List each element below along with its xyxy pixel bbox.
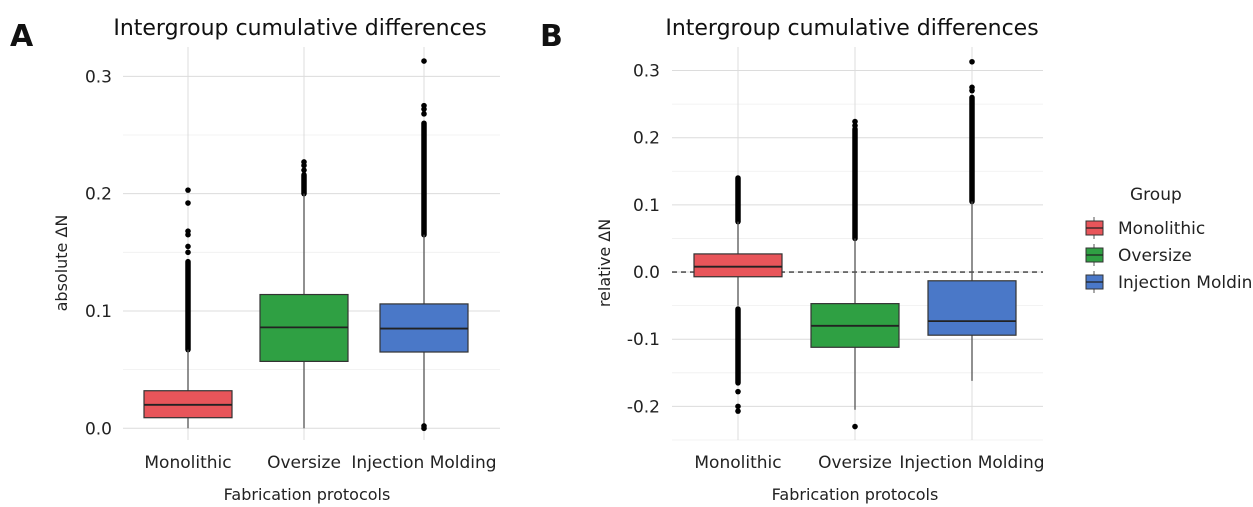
panel-a: A Intergroup cumulative differences 0.00… (10, 16, 500, 504)
panel-a-monolithic-outlier-point (185, 243, 191, 250)
panel-b-x-tick-label: Injection Molding (899, 453, 1044, 473)
panel-a-injection-molding-outlier-point (421, 111, 427, 117)
panel-b-injection-molding-outlier-point (969, 58, 975, 65)
panel-b-y-tick-label: 0.2 (633, 129, 660, 149)
panel-b-injection-molding-outlier-point (969, 84, 975, 91)
panel-a-y-tick-label: 0.2 (85, 185, 112, 205)
panel-a-monolithic-outlier-point (185, 249, 191, 256)
panel-b-box-oversize (810, 118, 900, 430)
panel-b-monolithic-box-body (693, 253, 783, 278)
panel-a-y-ticks: 0.0 0.1 0.2 0.3 (85, 67, 112, 439)
panel-b-x-tick-label: Monolithic (694, 453, 781, 473)
panel-b-y-ticks: -0.2 -0.1 0.0 0.1 0.2 0.3 (627, 62, 660, 418)
panel-b-y-axis-title: relative ΔN (595, 219, 614, 307)
panel-a-letter: A (10, 19, 34, 54)
panel-a-title: Intergroup cumulative differences (113, 16, 486, 41)
panel-a-monolithic-outlier-point (185, 228, 191, 234)
panel-b: B Intergroup cumulative differences -0.2… (540, 16, 1045, 504)
panel-a-y-axis-title: absolute ΔN (52, 215, 71, 312)
legend-item-monolithic: Monolithic (1085, 217, 1205, 239)
panel-a-x-ticks: Monolithic Oversize Injection Molding (144, 453, 496, 473)
panel-a-injection-molding-outlier-point (421, 423, 427, 429)
panel-b-oversize-outlier-point (852, 118, 858, 125)
panel-b-y-tick-label: -0.1 (627, 330, 660, 350)
panel-b-x-ticks: Monolithic Oversize Injection Molding (694, 453, 1044, 473)
panel-b-oversize-outlier-point (852, 423, 858, 430)
panel-b-y-tick-label: 0.1 (633, 196, 660, 216)
legend-items: Monolithic Oversize Injection Molding (1085, 217, 1253, 293)
legend: Group Monolithic Oversize Injection Moldin… (1085, 185, 1253, 293)
panel-a-monolithic-outlier-point (185, 200, 191, 206)
panel-a-monolithic-outlier-point (185, 187, 191, 193)
panel-a-x-tick-label: Monolithic (144, 453, 231, 473)
panel-b-title: Intergroup cumulative differences (665, 16, 1038, 41)
panel-b-monolithic-outlier-point (735, 403, 741, 410)
panel-b-injection-molding-box-body (927, 280, 1017, 336)
panel-b-grid (672, 47, 1043, 441)
panel-b-y-tick-label: 0.0 (633, 263, 660, 283)
legend-label: Injection Molding (1118, 273, 1253, 293)
panel-a-oversize-outlier-point (301, 159, 307, 165)
panel-a-injection-molding-outlier-point (421, 58, 427, 64)
panel-a-x-tick-label: Injection Molding (351, 453, 496, 473)
panel-b-x-tick-label: Oversize (818, 453, 892, 473)
panel-a-x-axis-title: Fabrication protocols (224, 485, 391, 504)
panel-a-box-oversize (259, 159, 349, 429)
panel-a-oversize-outlier-point (301, 167, 307, 173)
panel-b-x-axis-title: Fabrication protocols (772, 485, 939, 504)
panel-b-oversize-outlier-point (852, 122, 858, 129)
panel-a-x-tick-label: Oversize (267, 453, 341, 473)
panel-a-y-tick-label: 0.3 (85, 67, 112, 87)
panel-b-letter: B (540, 19, 563, 54)
panel-a-y-tick-label: 0.1 (85, 302, 112, 322)
panel-a-grid (123, 47, 500, 440)
panel-a-injection-molding-outlier-point (421, 102, 427, 109)
legend-label: Oversize (1118, 246, 1192, 266)
panel-b-y-tick-label: 0.3 (633, 62, 660, 82)
legend-title: Group (1130, 185, 1182, 205)
panel-b-monolithic-outlier-point (735, 408, 741, 414)
panel-b-y-tick-label: -0.2 (627, 397, 660, 417)
panel-a-y-tick-label: 0.0 (85, 419, 112, 439)
legend-item-injection-molding: Injection Molding (1085, 271, 1253, 293)
panel-a-box-injection-molding (379, 58, 469, 432)
panel-b-monolithic-outlier-point (735, 388, 741, 395)
panel-a-boxes (143, 58, 469, 432)
panel-a-box-monolithic (143, 187, 233, 429)
legend-item-oversize: Oversize (1085, 244, 1192, 266)
panel-b-box-injection-molding (927, 58, 1017, 381)
panel-b-box-monolithic (693, 175, 783, 414)
legend-label: Monolithic (1118, 219, 1205, 239)
panel-b-boxes (693, 58, 1017, 430)
